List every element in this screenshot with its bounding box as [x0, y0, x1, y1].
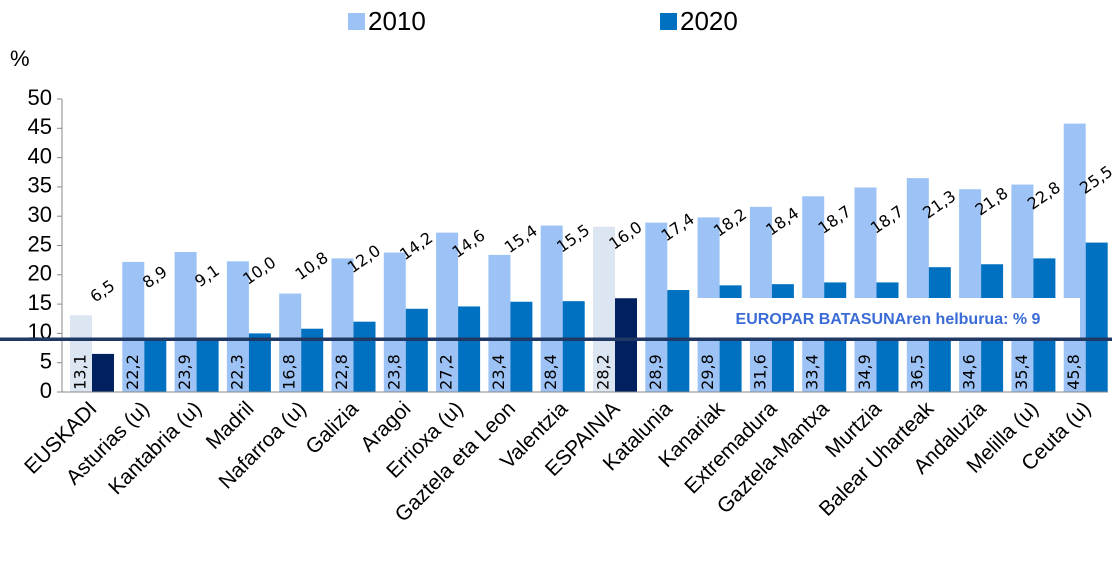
value-label: 18,2	[710, 205, 750, 241]
value-label: 6,5	[87, 276, 119, 306]
bar	[331, 258, 354, 392]
y-tick-label: 50	[28, 85, 52, 110]
bar	[122, 261, 145, 392]
value-label: 35,4	[1012, 354, 1031, 390]
value-label: 27,2	[437, 354, 456, 390]
bar	[488, 254, 511, 392]
y-tick-label: 45	[28, 114, 52, 139]
value-label: 28,4	[541, 354, 560, 390]
bar	[301, 328, 324, 392]
bar	[92, 353, 114, 392]
legend-swatch	[348, 13, 365, 30]
bar	[615, 298, 637, 392]
value-label: 22,8	[332, 354, 351, 390]
bar	[802, 196, 825, 392]
value-label: 15,4	[501, 221, 541, 257]
x-tick-label: Galizia	[301, 397, 363, 459]
bar	[70, 315, 92, 392]
value-label: 21,8	[971, 183, 1011, 219]
bar	[667, 290, 690, 392]
bar	[196, 338, 219, 392]
value-label: 34,6	[960, 354, 979, 390]
bar	[1085, 242, 1108, 392]
y-tick-label: 0	[40, 378, 52, 403]
bar	[1063, 123, 1086, 392]
value-label: 23,8	[384, 354, 403, 390]
y-tick-label: 40	[28, 143, 52, 168]
value-label: 10,8	[292, 248, 332, 284]
annotation: EUROPAR BATASUNAren helburua: % 9	[736, 311, 1041, 328]
value-label: 16,0	[605, 217, 645, 253]
value-label: 31,6	[750, 354, 769, 390]
value-label: 13,1	[71, 354, 90, 390]
y-tick-label: 20	[28, 261, 52, 286]
bar	[458, 306, 481, 392]
bar	[540, 225, 563, 392]
value-label: 23,4	[489, 354, 508, 390]
x-tick-label: Kantabria (u)	[104, 397, 206, 499]
annotation-box	[697, 298, 1080, 338]
value-label: 34,9	[855, 354, 874, 390]
y-tick-label: 30	[28, 202, 52, 227]
value-label: 36,5	[907, 354, 926, 390]
value-label: 22,2	[123, 354, 142, 390]
y-axis-label: %	[10, 46, 30, 71]
legend-swatch	[660, 13, 677, 30]
bar	[645, 222, 668, 392]
value-label: 14,2	[396, 228, 436, 264]
bar	[593, 226, 615, 392]
bar	[144, 339, 167, 392]
bar	[226, 261, 249, 392]
value-label: 10,0	[239, 253, 279, 289]
bar	[383, 252, 406, 392]
value-label: 16,8	[280, 354, 299, 390]
value-label: 33,4	[803, 354, 822, 390]
y-tick-label: 15	[28, 290, 52, 315]
value-label: 28,9	[646, 354, 665, 390]
y-tick-label: 25	[28, 231, 52, 256]
y-tick-label: 5	[40, 349, 52, 374]
value-label: 29,8	[698, 354, 717, 390]
bar	[353, 321, 376, 392]
value-label: 23,9	[175, 354, 194, 390]
bar	[510, 301, 533, 392]
value-label: 22,3	[227, 354, 246, 390]
value-label: 28,2	[594, 354, 613, 390]
bar	[279, 293, 302, 392]
value-label: 45,8	[1064, 354, 1083, 390]
legend-label: 2010	[368, 6, 426, 36]
bar	[174, 251, 197, 392]
value-label: 22,8	[1024, 178, 1064, 214]
bar	[405, 308, 428, 392]
bar	[248, 333, 271, 392]
value-label: 14,6	[448, 226, 488, 262]
bar	[959, 189, 982, 392]
value-label: 12,0	[344, 241, 384, 277]
bar	[436, 232, 459, 392]
value-label: 17,4	[658, 209, 698, 245]
legend-label: 2020	[680, 6, 738, 36]
bar	[562, 301, 585, 392]
y-tick-label: 35	[28, 173, 52, 198]
